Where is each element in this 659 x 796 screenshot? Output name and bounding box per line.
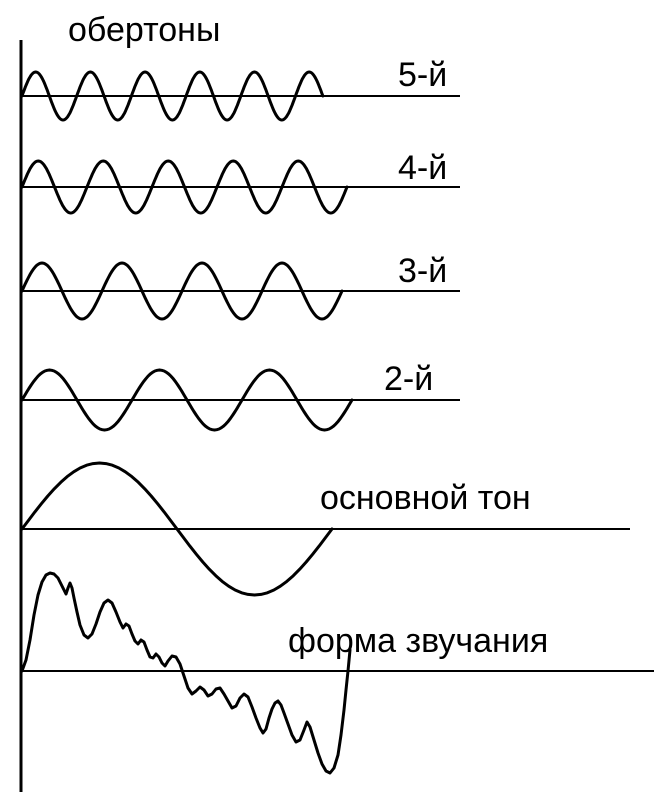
row-overtone-4: 4-й	[20, 149, 460, 215]
row-waveform: форма звучания	[20, 571, 654, 775]
row-overtone-5: 5-й	[20, 56, 460, 122]
row-overtone-2: 2-й	[20, 360, 460, 432]
label-overtone-3: 3-й	[398, 252, 447, 290]
label-overtone-2: 2-й	[384, 360, 433, 398]
row-overtone-3: 3-й	[20, 252, 460, 321]
wave-fundamental	[20, 461, 334, 597]
row-fundamental: основной тон	[20, 461, 630, 597]
label-waveform: форма звучания	[288, 622, 548, 660]
label-overtone-5: 5-й	[398, 56, 447, 94]
label-overtone-4: 4-й	[398, 149, 447, 187]
wave-overtone-3	[20, 261, 344, 321]
wave-overtone-5	[20, 70, 325, 122]
wave-overtone-4	[20, 159, 349, 215]
label-fundamental: основной тон	[320, 479, 531, 517]
diagram-title: обертоны	[68, 11, 220, 49]
wave-overtone-2	[20, 368, 354, 432]
wave-resulting-form	[20, 571, 352, 775]
